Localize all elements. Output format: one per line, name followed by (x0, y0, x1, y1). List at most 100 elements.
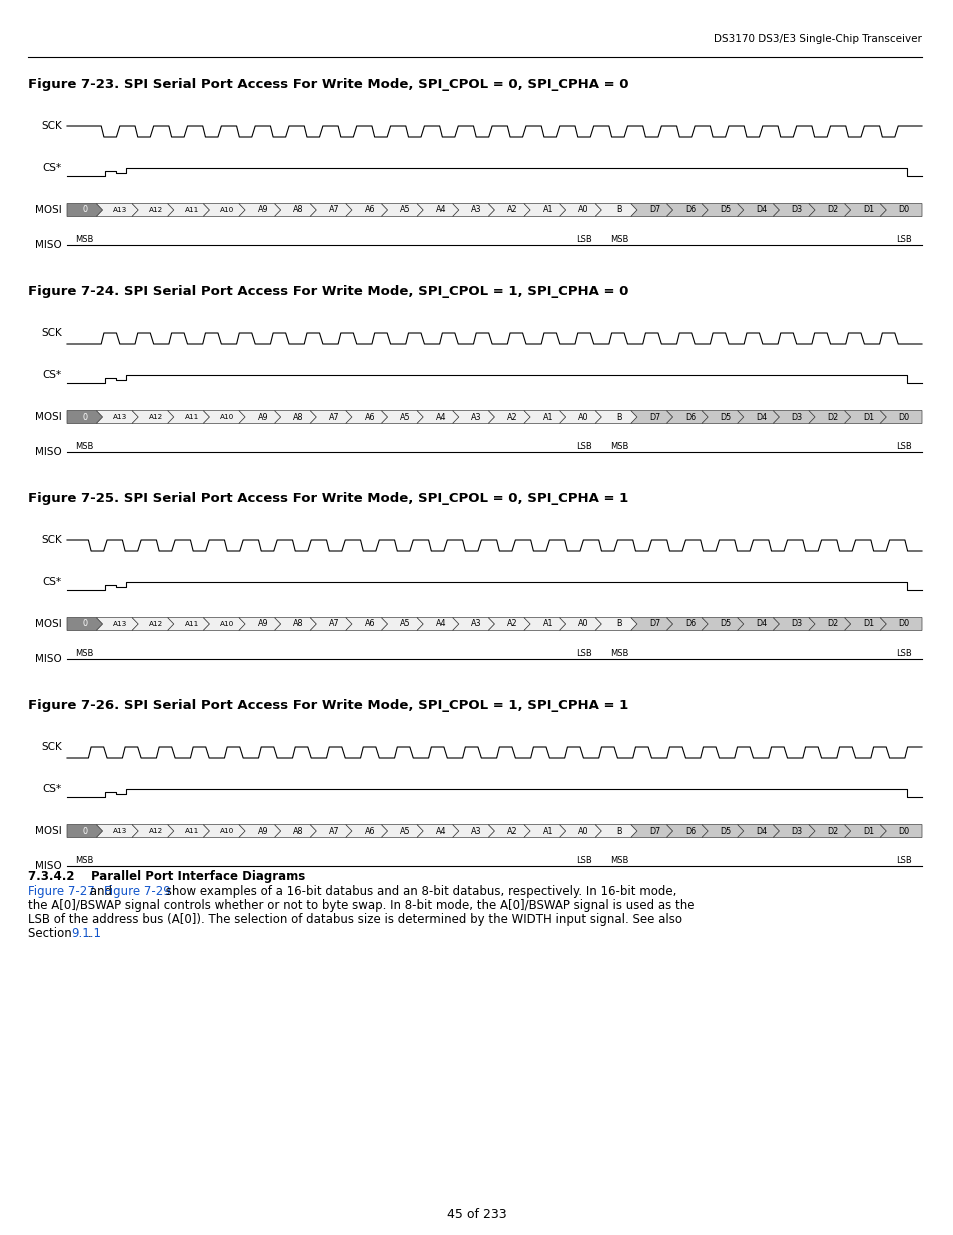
Text: A1: A1 (542, 620, 553, 629)
Polygon shape (523, 825, 565, 837)
Text: D1: D1 (862, 205, 873, 215)
Polygon shape (452, 204, 494, 216)
Text: MOSI: MOSI (35, 412, 62, 422)
Text: D1: D1 (862, 620, 873, 629)
Text: LSB: LSB (896, 442, 911, 451)
Polygon shape (701, 204, 743, 216)
Polygon shape (96, 618, 138, 631)
Text: A2: A2 (506, 205, 517, 215)
Polygon shape (274, 825, 316, 837)
Polygon shape (381, 825, 423, 837)
Text: A8: A8 (293, 205, 303, 215)
Text: A0: A0 (578, 205, 588, 215)
Polygon shape (345, 618, 387, 631)
Text: A1: A1 (542, 412, 553, 421)
Text: D4: D4 (756, 826, 766, 836)
Text: D6: D6 (684, 205, 696, 215)
Polygon shape (488, 825, 530, 837)
Polygon shape (96, 410, 138, 424)
Polygon shape (666, 825, 707, 837)
Text: CS*: CS* (43, 784, 62, 794)
Polygon shape (523, 204, 565, 216)
Text: SCK: SCK (41, 535, 62, 545)
Text: D1: D1 (862, 826, 873, 836)
Text: 45 of 233: 45 of 233 (447, 1209, 506, 1221)
Text: D5: D5 (720, 205, 731, 215)
Polygon shape (238, 204, 280, 216)
Text: A13: A13 (113, 207, 128, 212)
Polygon shape (737, 825, 779, 837)
Text: MSB: MSB (75, 650, 94, 658)
Text: A0: A0 (578, 412, 588, 421)
Text: D3: D3 (791, 620, 802, 629)
Text: A9: A9 (257, 826, 268, 836)
Text: A1: A1 (542, 826, 553, 836)
Text: A3: A3 (471, 826, 481, 836)
Text: LSB: LSB (575, 235, 591, 245)
Polygon shape (132, 204, 173, 216)
Polygon shape (67, 618, 103, 631)
Polygon shape (203, 204, 245, 216)
Polygon shape (168, 825, 210, 837)
Polygon shape (452, 825, 494, 837)
Polygon shape (666, 204, 707, 216)
Polygon shape (808, 204, 850, 216)
Polygon shape (808, 410, 850, 424)
Polygon shape (808, 618, 850, 631)
Text: D7: D7 (648, 826, 659, 836)
Polygon shape (773, 825, 814, 837)
Text: D6: D6 (684, 620, 696, 629)
Text: A8: A8 (293, 412, 303, 421)
Text: A4: A4 (436, 205, 446, 215)
Text: MISO: MISO (35, 655, 62, 664)
Text: D0: D0 (898, 620, 909, 629)
Text: A12: A12 (149, 414, 163, 420)
Text: D4: D4 (756, 205, 766, 215)
Text: show examples of a 16-bit databus and an 8-bit databus, respectively. In 16-bit : show examples of a 16-bit databus and an… (162, 885, 676, 898)
Text: A7: A7 (329, 826, 339, 836)
Polygon shape (203, 618, 245, 631)
Text: A8: A8 (293, 826, 303, 836)
Text: 0: 0 (82, 826, 88, 836)
Polygon shape (843, 410, 885, 424)
Polygon shape (595, 825, 637, 837)
Text: MOSI: MOSI (35, 619, 62, 629)
Text: A13: A13 (113, 621, 128, 627)
Polygon shape (416, 204, 458, 216)
Text: Figure 7-26. SPI Serial Port Access For Write Mode, SPI_CPOL = 1, SPI_CPHA = 1: Figure 7-26. SPI Serial Port Access For … (28, 699, 628, 713)
Text: A6: A6 (364, 826, 375, 836)
Polygon shape (523, 410, 565, 424)
Text: A6: A6 (364, 620, 375, 629)
Text: A10: A10 (220, 621, 234, 627)
Text: A5: A5 (399, 826, 411, 836)
Text: D5: D5 (720, 826, 731, 836)
Text: A9: A9 (257, 620, 268, 629)
Text: A8: A8 (293, 620, 303, 629)
Text: MISO: MISO (35, 240, 62, 249)
Polygon shape (132, 618, 173, 631)
Text: LSB: LSB (896, 856, 911, 864)
Polygon shape (132, 410, 173, 424)
Polygon shape (737, 204, 779, 216)
Polygon shape (773, 204, 814, 216)
Text: D4: D4 (756, 412, 766, 421)
Text: D2: D2 (826, 412, 838, 421)
Polygon shape (238, 410, 280, 424)
Polygon shape (737, 618, 779, 631)
Text: MSB: MSB (609, 650, 628, 658)
Text: SCK: SCK (41, 329, 62, 338)
Text: Figure 7-25. SPI Serial Port Access For Write Mode, SPI_CPOL = 0, SPI_CPHA = 1: Figure 7-25. SPI Serial Port Access For … (28, 492, 628, 505)
Text: A11: A11 (184, 207, 198, 212)
Polygon shape (701, 825, 743, 837)
Text: MSB: MSB (609, 235, 628, 245)
Text: D2: D2 (826, 826, 838, 836)
Polygon shape (595, 410, 637, 424)
Polygon shape (67, 825, 103, 837)
Polygon shape (416, 825, 458, 837)
Text: .: . (88, 927, 91, 940)
Text: CS*: CS* (43, 577, 62, 587)
Polygon shape (381, 618, 423, 631)
Polygon shape (238, 618, 280, 631)
Polygon shape (773, 618, 814, 631)
Polygon shape (345, 204, 387, 216)
